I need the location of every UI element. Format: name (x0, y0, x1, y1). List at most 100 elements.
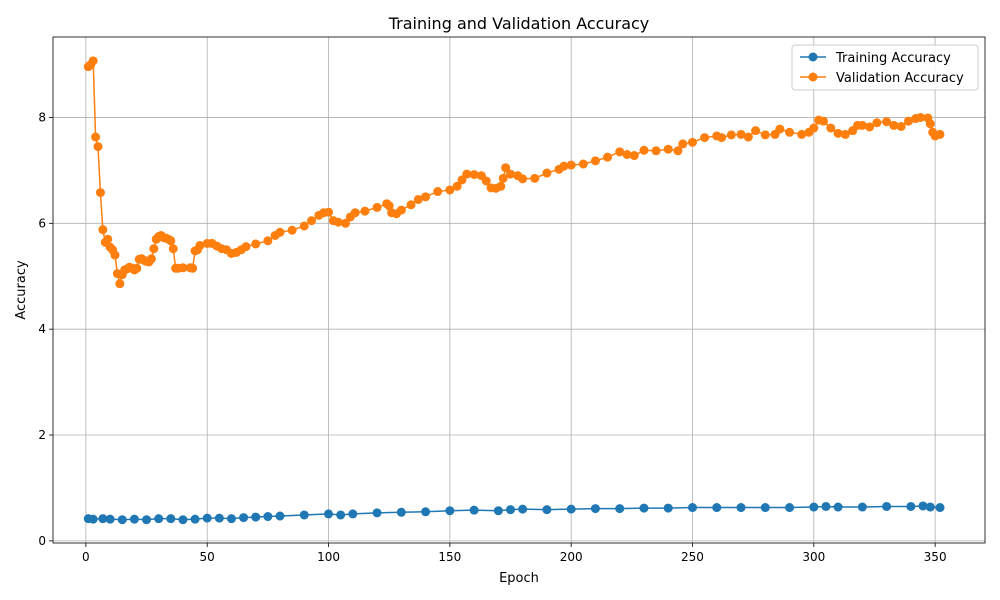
data-point-validation (132, 263, 142, 273)
data-point-validation (530, 173, 540, 183)
data-point-training (190, 514, 200, 524)
data-point-validation (263, 236, 273, 246)
data-point-validation (372, 202, 382, 212)
x-tick-label: 100 (317, 550, 340, 564)
y-tick-label: 2 (38, 428, 46, 442)
y-tick-label: 4 (38, 322, 46, 336)
data-point-training (348, 509, 358, 519)
data-point-training (178, 515, 188, 525)
data-point-validation (566, 160, 576, 170)
data-point-training (833, 502, 843, 512)
data-point-validation (700, 133, 710, 143)
legend-label: Validation Accuracy (836, 71, 964, 86)
data-point-validation (251, 239, 261, 249)
data-point-training (142, 515, 152, 525)
data-point-training (821, 501, 831, 511)
data-point-validation (350, 208, 360, 218)
data-point-validation (518, 174, 528, 184)
data-point-training (263, 512, 273, 522)
data-point-training (712, 503, 722, 513)
data-point-training (396, 507, 406, 517)
x-axis-label: Epoch (499, 571, 539, 586)
data-point-validation (833, 128, 843, 138)
data-point-validation (91, 132, 101, 142)
data-point-validation (360, 206, 370, 216)
data-point-validation (307, 216, 317, 226)
data-point-validation (678, 139, 688, 149)
data-point-validation (925, 119, 935, 129)
data-point-validation (726, 130, 736, 140)
data-point-validation (857, 120, 867, 130)
data-point-validation (496, 181, 506, 191)
data-point-training (493, 506, 503, 516)
data-point-validation (896, 121, 906, 131)
data-point-validation (639, 145, 649, 155)
data-point-validation (603, 152, 613, 162)
data-point-validation (462, 169, 472, 179)
data-point-validation (826, 123, 836, 133)
data-point-validation (469, 170, 479, 180)
y-tick-label: 6 (38, 216, 46, 230)
data-point-training (785, 503, 795, 513)
data-point-validation (93, 142, 103, 152)
data-point-validation (578, 159, 588, 169)
data-point-training (687, 503, 697, 513)
data-point-validation (88, 56, 98, 66)
data-point-training (166, 514, 176, 524)
data-point-training (809, 502, 819, 512)
data-point-training (239, 513, 249, 523)
y-tick-label: 0 (38, 534, 46, 548)
data-point-training (154, 514, 164, 524)
y-axis-label: Accuracy (14, 260, 29, 320)
data-point-validation (501, 163, 511, 173)
data-point-validation (775, 124, 785, 134)
data-point-training (117, 515, 127, 525)
plot-frame (52, 36, 986, 544)
data-point-validation (743, 132, 753, 142)
data-point-training (214, 513, 224, 523)
data-point-training (857, 502, 867, 512)
data-point-validation (98, 225, 108, 235)
data-point-validation (333, 217, 343, 227)
data-point-validation (299, 221, 309, 231)
data-point-training (299, 510, 309, 520)
data-point-validation (445, 185, 455, 195)
data-point-validation (406, 200, 416, 210)
data-point-training (251, 512, 261, 522)
data-point-validation (651, 146, 661, 156)
x-tick-label: 150 (438, 550, 461, 564)
data-point-training (906, 501, 916, 511)
plot-area (83, 56, 945, 525)
data-point-training (542, 505, 552, 515)
axes: 0 50 100 150 200 250 300 350 0 2 4 6 8 (38, 36, 986, 564)
data-point-validation (542, 168, 552, 178)
data-point-validation (903, 116, 913, 126)
data-point-validation (916, 112, 926, 122)
data-point-validation (622, 150, 632, 160)
data-point-validation (872, 118, 882, 128)
data-point-validation (110, 250, 120, 260)
x-tick-label: 350 (924, 550, 947, 564)
data-point-validation (663, 144, 673, 154)
data-point-training (566, 504, 576, 514)
data-point-training (275, 511, 285, 521)
data-point-validation (168, 244, 178, 254)
data-point-training (736, 503, 746, 513)
data-point-validation (751, 126, 761, 136)
chart-title: Training and Validation Accuracy (388, 14, 650, 33)
data-point-validation (760, 130, 770, 140)
data-point-validation (115, 279, 125, 289)
data-point-training (506, 505, 516, 515)
data-point-training (372, 508, 382, 518)
legend-marker (808, 72, 818, 82)
data-point-training (105, 514, 115, 524)
y-tick-label: 8 (38, 110, 46, 124)
data-point-validation (819, 116, 829, 126)
data-point-training (88, 514, 98, 524)
x-tick-label: 300 (802, 550, 825, 564)
data-point-validation (341, 218, 351, 228)
data-point-validation (615, 147, 625, 157)
data-point-validation (195, 241, 205, 251)
